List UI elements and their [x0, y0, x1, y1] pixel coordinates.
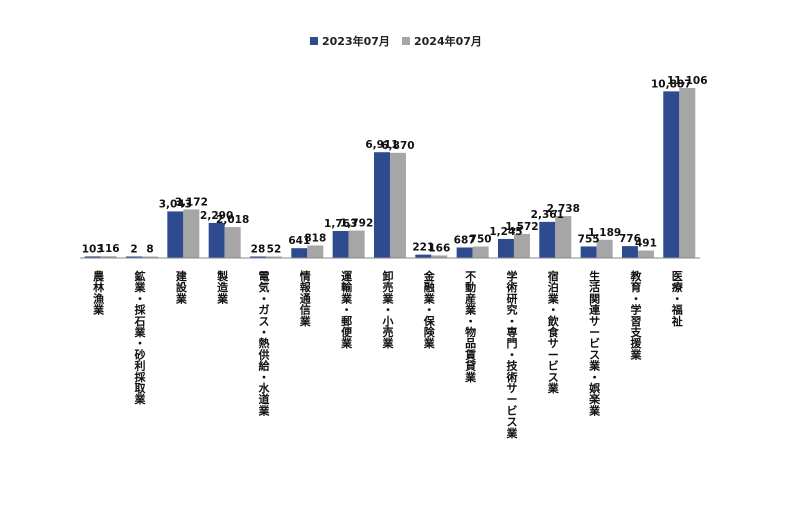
value-label-2023-13: 776 — [619, 233, 641, 245]
category-label-0: 農林漁業 — [92, 269, 105, 317]
category-label-6: 運輸業・郵便業 — [340, 270, 353, 350]
bar-2023-3 — [208, 222, 225, 258]
value-label-2024-4: 52 — [267, 244, 282, 256]
bar-2023-6 — [332, 231, 349, 258]
category-label-2: 建設業 — [175, 269, 188, 305]
value-label-2023-3: 2,290 — [200, 210, 233, 222]
value-label-2024-9: 750 — [470, 234, 492, 246]
bar-2024-14 — [679, 88, 696, 258]
category-label-8: 金融業・保険業 — [423, 269, 436, 350]
category-labels-group: 農林漁業 鉱業・採石業・砂利採取業 建設業 製造業 電気・ガス・熱供給・水道業 情報通信業… — [92, 269, 684, 440]
value-label-2023-5: 641 — [288, 235, 310, 247]
bar-2023-10 — [497, 238, 514, 258]
value-label-2024-2: 3,172 — [175, 196, 208, 208]
category-label-12: 生活関連サービス業・娯楽業 — [588, 269, 601, 417]
bar-2024-11 — [555, 216, 572, 258]
bar-2023-12 — [580, 246, 597, 258]
legend: 2023年07月 2024年07月 — [310, 34, 482, 48]
category-label-5: 情報通信業 — [299, 269, 312, 328]
bars-group — [84, 88, 696, 258]
legend-label-2024: 2024年07月 — [414, 34, 482, 48]
bar-2023-4 — [249, 256, 266, 258]
bar-2024-8 — [431, 255, 448, 258]
bar-2024-4 — [265, 256, 282, 258]
category-label-1: 鉱業・採石業・砂利採取業 — [134, 269, 147, 406]
value-label-2023-6: 1,763 — [324, 218, 357, 230]
value-label-2024-0: 116 — [98, 243, 120, 255]
bar-2024-12 — [596, 239, 613, 258]
category-label-10: 学術研究・専門・技術サービス業 — [505, 269, 518, 440]
value-label-2024-11: 2,738 — [547, 203, 580, 215]
value-label-2024-13: 491 — [635, 237, 657, 249]
value-label-2023-7: 6,911 — [365, 139, 398, 151]
value-label-2024-3: 2,018 — [216, 214, 249, 226]
value-label-2024-8: 166 — [428, 242, 450, 254]
value-label-2023-9: 687 — [454, 234, 476, 246]
category-label-14: 医療・福祉 — [671, 270, 684, 328]
category-label-3: 製造業 — [216, 269, 229, 305]
legend-swatch-2024 — [402, 37, 410, 45]
category-label-13: 教育・学習支援業 — [629, 269, 642, 361]
bar-2024-5 — [307, 245, 324, 258]
value-label-2023-1: 2 — [130, 244, 137, 256]
value-label-2023-2: 3,043 — [159, 198, 192, 210]
value-label-2024-5: 818 — [304, 232, 326, 244]
category-label-4: 電気・ガス・熱供給・水道業 — [257, 270, 270, 417]
value-label-2024-6: 1,792 — [340, 218, 373, 230]
bar-2024-1 — [142, 256, 158, 258]
bar-2023-8 — [415, 254, 432, 258]
bar-2023-0 — [84, 256, 101, 258]
value-label-2024-7: 6,870 — [381, 140, 414, 152]
bar-2024-7 — [389, 152, 406, 258]
value-label-2024-14: 11,106 — [667, 75, 708, 87]
bar-2023-7 — [373, 152, 390, 258]
value-label-2024-12: 1,189 — [588, 227, 621, 239]
legend-label-2023: 2023年07月 — [322, 34, 390, 48]
category-label-7: 卸売業・小売業 — [381, 269, 394, 350]
bar-2023-11 — [539, 221, 556, 258]
bar-2023-14 — [663, 91, 680, 258]
bar-2024-6 — [348, 230, 365, 258]
bar-2023-2 — [167, 211, 184, 258]
value-label-2024-1: 8 — [146, 244, 153, 256]
value-label-2023-0: 103 — [82, 243, 104, 255]
value-label-2023-14: 10,887 — [651, 78, 692, 90]
bar-2024-9 — [472, 246, 489, 258]
bar-2024-10 — [513, 233, 530, 258]
legend-swatch-2023 — [310, 37, 318, 45]
bar-2024-13 — [637, 250, 654, 258]
value-label-2023-8: 221 — [412, 242, 434, 254]
bar-2023-9 — [456, 247, 473, 258]
bar-2023-1 — [126, 256, 142, 258]
bar-2024-3 — [224, 227, 241, 258]
bar-2024-2 — [183, 209, 200, 258]
category-label-11: 宿泊業・飲食サービス業 — [547, 269, 560, 395]
value-label-2023-12: 755 — [578, 233, 600, 245]
category-label-9: 不動産業・物品賃貸業 — [464, 270, 477, 384]
value-label-2023-10: 1,245 — [489, 226, 522, 238]
value-label-2024-10: 1,572 — [505, 221, 538, 233]
bar-2023-13 — [621, 246, 638, 258]
bar-2023-5 — [291, 248, 308, 258]
value-label-2023-4: 28 — [251, 244, 266, 256]
bar-2024-0 — [100, 256, 117, 258]
value-label-2023-11: 2,361 — [531, 209, 564, 221]
